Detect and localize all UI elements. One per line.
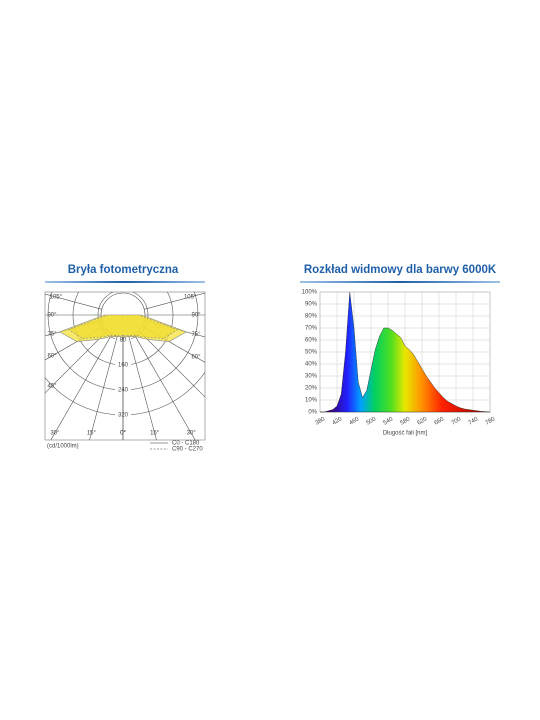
y-tick-label: 10% [305,398,318,404]
angle-label: 30° [50,431,60,437]
ring-label: 240 [118,388,129,394]
angle-label: 60° [191,355,201,361]
angle-label: 75° [191,332,201,338]
angle-label: 105° [184,295,197,301]
angle-line [128,336,157,440]
angle-line [144,292,205,310]
ring-label: 80 [120,338,127,344]
intensity-curve [122,314,178,339]
angle-line [138,330,205,398]
x-tick-label: 460 [348,416,360,427]
angle-label: 75° [47,332,57,338]
angle-label: 15° [87,431,97,437]
polar-frame [44,291,206,441]
angle-line [141,325,205,363]
intensity-curve [68,314,124,339]
legend-label: C0 - C180 [172,441,200,447]
y-tick-label: 50% [305,350,318,356]
angle-label: 30° [187,431,197,437]
angle-label: 15° [150,431,160,437]
angle-label: 60° [47,354,57,360]
unit-label: (cd/1000lm) [47,444,79,450]
spectrum-area [320,291,491,413]
angle-line [89,336,118,440]
y-tick-label: 90% [305,302,318,308]
angle-line [45,325,105,361]
angle-line [50,333,113,440]
x-axis-label: Długość fali [nm] [383,431,428,437]
spectrum-title: Rozkład widmowy dla barwy 6000K [304,264,497,276]
polar-plot: 80 160 240 320 [45,292,205,440]
ring-label: 160 [118,363,129,369]
angle-label: 105° [50,295,63,301]
ring-label: 320 [118,413,129,419]
angle-label: 0° [120,431,126,437]
angle-label: 0° [120,431,126,437]
y-tick-label: 40% [305,362,318,368]
y-tick-label: 60% [305,338,318,344]
y-tick-label: 30% [305,374,318,380]
x-tick-label: 500 [365,416,377,427]
x-tick-label: 380 [314,416,326,427]
x-tick-label: 700 [450,416,462,427]
y-tick-label: 20% [305,386,318,392]
y-tick-label: 80% [305,314,318,320]
x-tick-label: 620 [416,416,428,427]
x-tick-label: 780 [484,416,496,427]
x-tick-label: 580 [399,416,411,427]
y-tick-label: 0% [308,410,317,416]
x-tick-label: 420 [331,416,343,427]
angle-line [133,333,196,440]
legend-label: C90 - C270 [172,447,203,453]
x-tick-label: 540 [382,416,394,427]
angle-label: 45° [47,384,57,390]
polar-title: Bryła fotometryczna [68,264,179,276]
spectrum-plot: 0% 10% 20% 30% 40% 50% 60% 70% 80% 90% 100% 380 420 4… [302,290,497,437]
angle-label: 90° [47,313,57,319]
y-tick-label: 70% [305,326,318,332]
overlay: 0°0° 15°15° 30°30°45°60°60°75°75°90°90°105… [47,295,203,453]
angle-line [45,330,108,394]
y-tick-label: 100% [302,290,318,296]
x-tick-label: 740 [467,416,479,427]
angle-label: 90° [191,313,201,319]
x-tick-label: 660 [433,416,445,427]
angle-line [45,293,102,310]
title-underline [300,281,500,283]
title-underline [45,281,205,283]
